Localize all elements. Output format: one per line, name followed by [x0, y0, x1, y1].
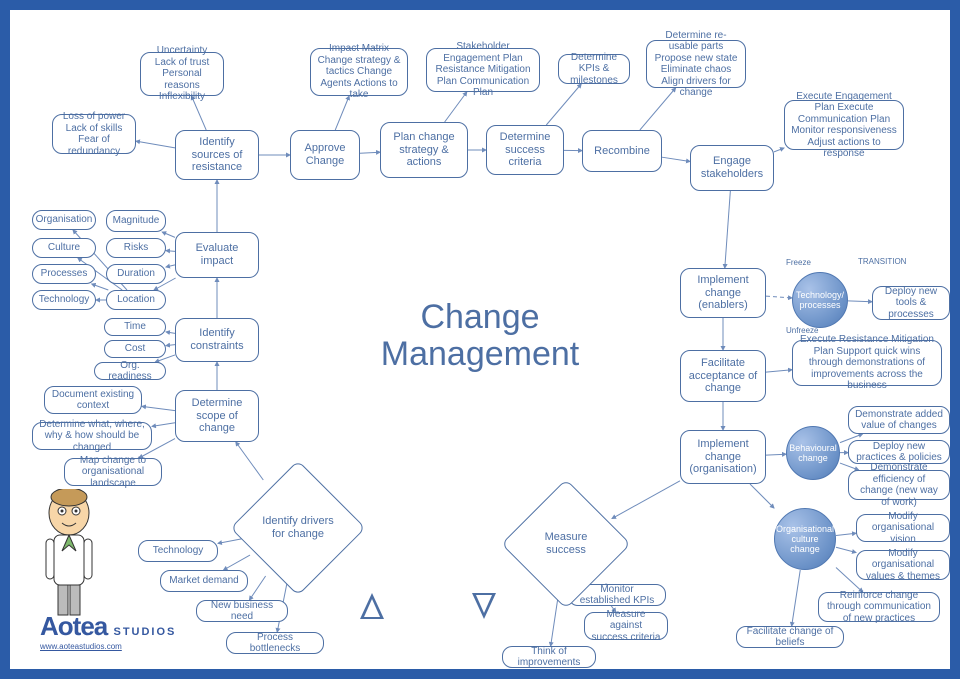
node-l_measure_crit: Measure against success criteria — [584, 612, 668, 640]
node-l_deploy_tools: Deploy new tools & processes — [872, 286, 950, 320]
mascot-icon — [26, 489, 112, 619]
title-line1: Change — [420, 297, 539, 335]
node-n_approve: Approve Change — [290, 130, 360, 180]
label-transition: TRANSITION — [858, 257, 906, 266]
node-l_reuse: Determine re-usable parts Propose new st… — [646, 40, 746, 88]
node-n_identify_resist: Identify sources of resistance — [175, 130, 259, 180]
node-l_power: Loss of power Lack of skills Fear of red… — [52, 114, 136, 154]
node-l_plans: Stakeholder Engagement Plan Resistance M… — [426, 48, 540, 92]
node-l_cost: Cost — [104, 340, 166, 358]
node-n_impl_org: Implement change (organisation) — [680, 430, 766, 484]
node-l_risks: Risks — [106, 238, 166, 258]
node-l_exec_engage: Execute Engagement Plan Execute Communic… — [784, 100, 904, 150]
diamond-label: Measure success — [520, 498, 612, 590]
node-l_deploy_prac: Deploy new practices & policies — [848, 440, 950, 464]
node-l_magnitude: Magnitude — [106, 210, 166, 232]
node-n_scope: Determine scope of change — [175, 390, 259, 442]
node-l_duration: Duration — [106, 264, 166, 284]
node-n_eval: Evaluate impact — [175, 232, 259, 278]
node-l_det_what: Determine what, where, why & how should … — [32, 422, 152, 450]
diagram-stage: Change Management Identify sources of re… — [0, 0, 960, 679]
node-l_beliefs: Facilitate change of beliefs — [736, 626, 844, 648]
circle-org-culture: Organisational culture change — [774, 508, 836, 570]
node-l_ready: Org. readiness — [94, 362, 166, 380]
node-l_kpis: Determine KPIs & milestones — [558, 54, 630, 84]
node-l_map: Map change to organisational landscape — [64, 458, 162, 486]
node-l_exec_resist: Execute Resistance Mitigation Plan Suppo… — [792, 340, 942, 386]
label-freeze: Freeze — [786, 258, 811, 267]
node-l_uncertainty: Uncertainty Lack of trust Personal reaso… — [140, 52, 224, 96]
page-title: Change Management — [381, 298, 579, 373]
node-l_newbiz: New business need — [196, 600, 288, 622]
node-n_plan: Plan change strategy & actions — [380, 122, 468, 178]
node-l_think: Think of improvements — [502, 646, 596, 668]
brand-url: www.aoteastudios.com — [40, 642, 176, 651]
node-n_engage: Engage stakeholders — [690, 145, 774, 191]
title-line2: Management — [381, 335, 579, 373]
node-l_impact: Impact Matrix Change strategy & tactics … — [310, 48, 408, 96]
node-l_time: Time — [104, 318, 166, 336]
flow-arrow-down-icon — [472, 593, 496, 619]
node-l_tech2: Technology — [138, 540, 218, 562]
node-l_org: Organisation — [32, 210, 96, 230]
node-l_processes: Processes — [32, 264, 96, 284]
diamond-label: Identify drivers for change — [250, 480, 346, 576]
node-l_efficiency: Demonstrate efficiency of change (new wa… — [848, 470, 950, 500]
node-l_doc: Document existing context — [44, 386, 142, 414]
brand-logo: Aotea STUDIOS www.aoteastudios.com — [40, 611, 176, 651]
node-l_tech: Technology — [32, 290, 96, 310]
node-l_culture: Culture — [32, 238, 96, 258]
node-l_market: Market demand — [160, 570, 248, 592]
label-unfreeze: Unfreeze — [786, 326, 818, 335]
flow-arrow-up-icon — [360, 593, 384, 619]
node-l_mod_vision: Modify organisational vision — [856, 514, 950, 542]
node-n_constraints: Identify constraints — [175, 318, 259, 362]
node-l_mod_values: Modify organisational values & themes — [856, 550, 950, 580]
diamond-identify-drivers: Identify drivers for change — [250, 480, 346, 576]
circle-behavioural: Behavioural change — [786, 426, 840, 480]
diamond-measure-success: Measure success — [520, 498, 612, 590]
node-n_facilitate: Facilitate acceptance of change — [680, 350, 766, 402]
node-n_impl_enablers: Implement change (enablers) — [680, 268, 766, 318]
node-n_criteria: Determine success criteria — [486, 125, 564, 175]
node-l_value: Demonstrate added value of changes — [848, 406, 950, 434]
node-l_bottleneck: Process bottlenecks — [226, 632, 324, 654]
brand-sub: STUDIOS — [113, 626, 176, 638]
brand-name: Aotea — [40, 611, 107, 641]
node-l_reinforce: Reinforce change through communication o… — [818, 592, 940, 622]
node-n_recombine: Recombine — [582, 130, 662, 172]
node-l_location: Location — [106, 290, 166, 310]
circle-tech-processes: Technology/ processes — [792, 272, 848, 328]
